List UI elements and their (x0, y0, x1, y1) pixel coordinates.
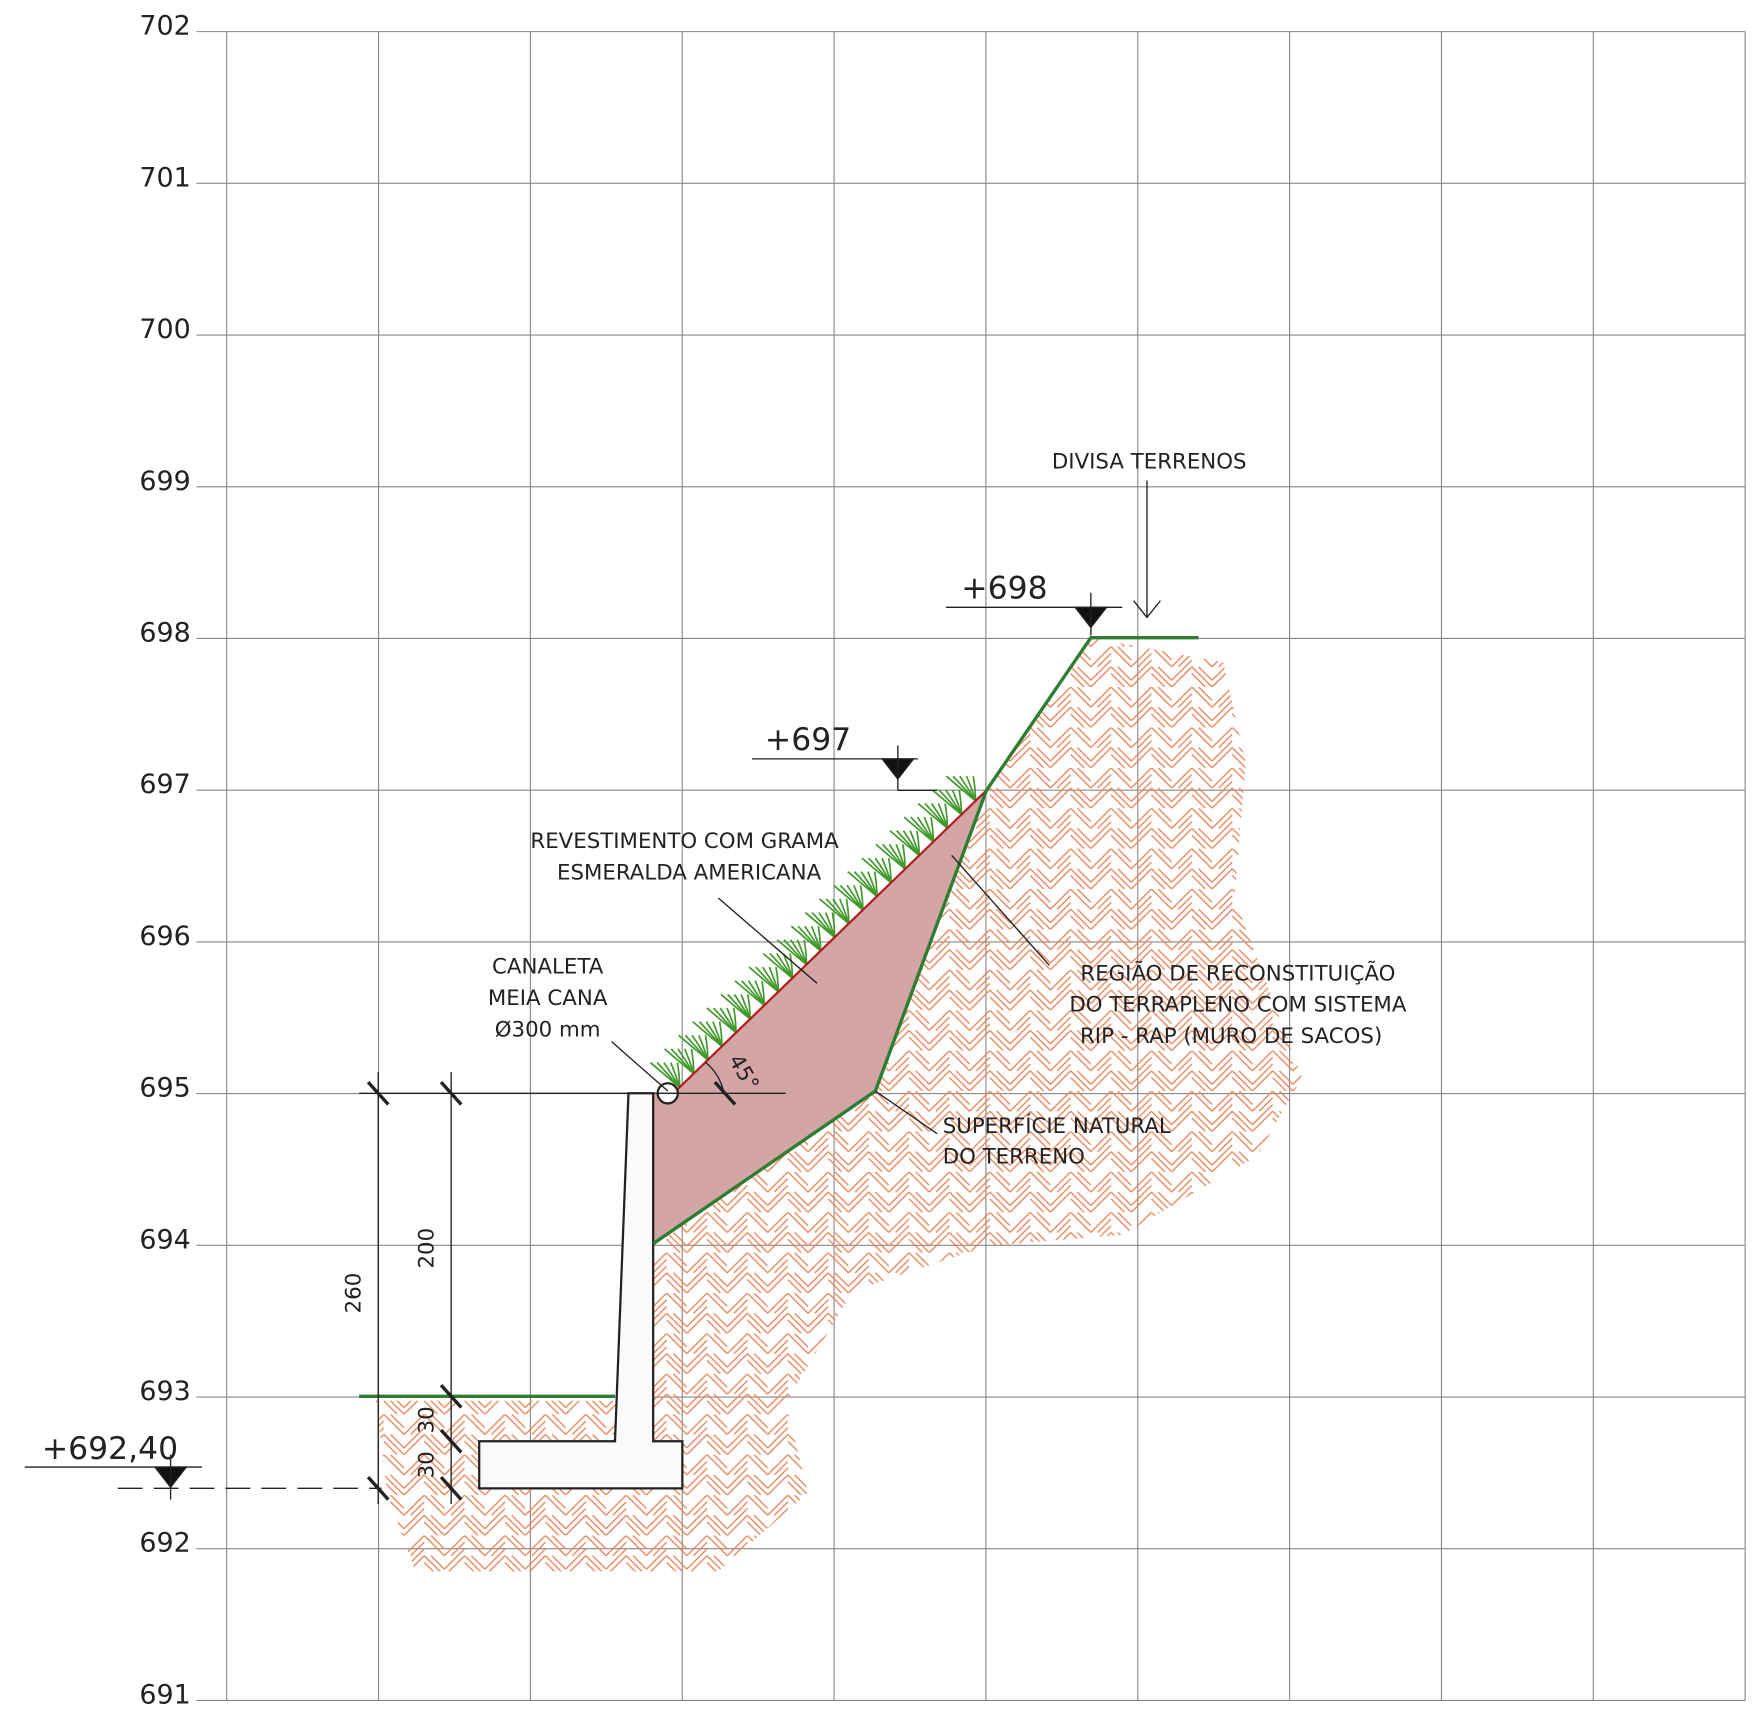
tick-label: 696 (139, 921, 190, 952)
tick-label: 692 (139, 1528, 190, 1559)
annotation: Ø300 mm (495, 1017, 601, 1042)
dimension-label: 30 (415, 1406, 440, 1433)
annotation: REGIÃO DE RECONSTITUIÇÃO (1080, 959, 1395, 986)
grass-blade (901, 844, 906, 870)
grass-blade (916, 830, 921, 856)
elevation-label: +692,40 (42, 1431, 178, 1467)
elevation-markers (24, 592, 1123, 1500)
tick-label: 694 (139, 1224, 190, 1255)
soil (375, 637, 1302, 1572)
dimension-lines (366, 1061, 737, 1505)
grass-blade (775, 966, 780, 992)
tick-label: 697 (139, 769, 190, 800)
grass-blade (817, 926, 822, 951)
leaders (611, 480, 1161, 1135)
annotation: SUPERFÍCIE NATURAL (943, 1113, 1171, 1139)
grass-blade (972, 776, 977, 801)
tick-label: 701 (139, 162, 190, 193)
annotation: CANALETA (492, 955, 604, 980)
grass-blade (958, 789, 963, 815)
retaining-wall (478, 1092, 684, 1490)
annotation: DO TERRENO (943, 1144, 1085, 1169)
grass-blade (887, 857, 892, 883)
terrain-line (652, 635, 1199, 1246)
grass-blade (789, 953, 794, 979)
tick-label: 700 (139, 314, 190, 345)
tick-label: 699 (139, 466, 190, 497)
grass (649, 775, 977, 1088)
grass-blade (831, 912, 836, 938)
grass-blade (859, 885, 864, 910)
dimension-label: 200 (415, 1228, 440, 1269)
annotation: DO TERRAPLENO COM SISTEMA (1069, 993, 1406, 1018)
annotation: MEIA CANA (488, 986, 608, 1011)
tick-label: 695 (139, 1073, 190, 1104)
dimension-label: 30 (415, 1451, 440, 1478)
fill-region (653, 790, 987, 1244)
grass-blade (732, 1007, 737, 1033)
tick-label: 698 (139, 617, 190, 648)
grass-blade (873, 871, 878, 897)
grass-blade (704, 1035, 709, 1060)
annotation: RIP - RAP (MURO DE SACOS) (1080, 1024, 1382, 1049)
annotation: DIVISA TERRENOS (1052, 450, 1247, 475)
grass-blade (690, 1048, 695, 1074)
tick-label: 693 (139, 1376, 190, 1407)
tick-label: 702 (139, 11, 190, 42)
grass-blade (845, 898, 850, 924)
grass-blade (803, 939, 808, 965)
tick-label: 691 (139, 1679, 190, 1710)
annotation: REVESTIMENTO COM GRAMA (530, 829, 839, 854)
annotation: ESMERALDA AMERICANA (557, 860, 822, 885)
grass-blade (676, 1062, 681, 1088)
grass-blade (930, 816, 935, 842)
grass-blade (718, 1021, 723, 1047)
grass-blade (944, 803, 949, 829)
dimension-label: 260 (342, 1273, 367, 1314)
elevation-label: +698 (961, 570, 1047, 606)
grass-blade (761, 980, 766, 1006)
elevation-label: +697 (765, 722, 851, 758)
grass-blade (747, 994, 751, 1020)
slope-line (672, 789, 988, 1095)
